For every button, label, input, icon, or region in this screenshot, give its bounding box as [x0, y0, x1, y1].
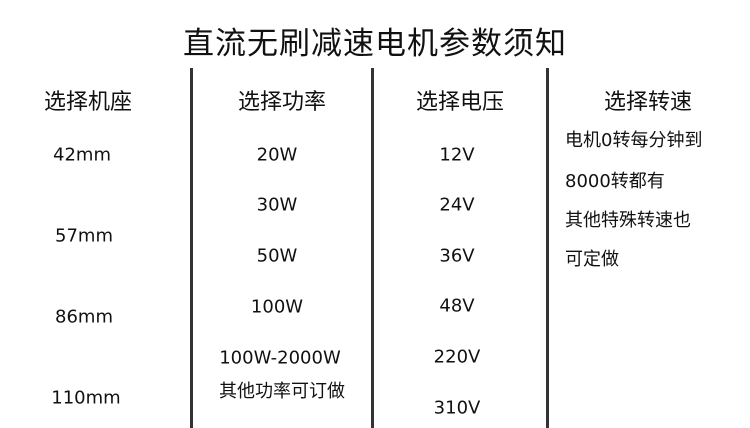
speed-note-line: 电机0转每分钟到: [565, 130, 703, 151]
speed-note-line: 其他特殊转速也: [565, 210, 691, 231]
frame-size-option: 110mm: [51, 387, 121, 409]
voltage-option: 310V: [433, 397, 481, 419]
power-option: 20W: [256, 144, 298, 166]
power-option-note: 其他功率可订做: [219, 381, 345, 402]
header-frame-size: 选择机座: [43, 90, 133, 115]
power-option: 50W: [256, 245, 298, 267]
speed-note-line: 8000转都有: [565, 171, 665, 192]
frame-size-option: 86mm: [55, 306, 113, 328]
power-option: 100W: [250, 296, 304, 318]
voltage-option: 220V: [433, 346, 481, 368]
voltage-option: 24V: [439, 194, 475, 216]
column-divider: [190, 68, 193, 428]
power-option: 30W: [256, 194, 298, 216]
page-title: 直流无刷减速电机参数须知: [183, 26, 567, 62]
column-divider: [371, 68, 374, 428]
voltage-option: 12V: [439, 144, 475, 166]
frame-size-option: 42mm: [53, 144, 111, 166]
speed-note-line: 可定做: [565, 249, 619, 270]
header-speed: 选择转速: [603, 90, 693, 115]
frame-size-option: 57mm: [55, 225, 113, 247]
voltage-option: 36V: [439, 245, 475, 267]
voltage-option: 48V: [439, 295, 475, 317]
header-power: 选择功率: [237, 90, 327, 115]
header-voltage: 选择电压: [415, 90, 505, 115]
column-divider: [546, 68, 549, 428]
power-option: 100W-2000W: [219, 347, 341, 369]
